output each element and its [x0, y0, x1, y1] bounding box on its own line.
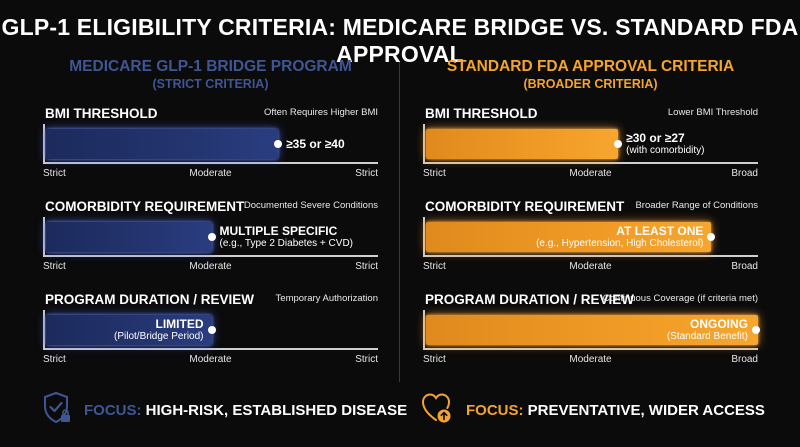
- chart-title: GLP-1 ELIGIBILITY CRITERIA: MEDICARE BRI…: [1, 14, 799, 67]
- scale-tick-labels: Strict Moderate Strict: [43, 261, 378, 275]
- scale-tick-labels: Strict Moderate Broad: [423, 261, 758, 275]
- criterion-plot-area: ≥30 or ≥27 (with comorbidity): [423, 124, 758, 164]
- medicare-duration-marker: [207, 326, 216, 334]
- fda-panel: STANDARD FDA APPROVAL CRITERIA (BROADER …: [423, 58, 760, 365]
- tick-label-strict: Strict: [423, 261, 446, 272]
- fda-comorbidity-marker: [707, 233, 716, 241]
- value-main-label: MULTIPLE SPECIFIC: [219, 224, 338, 238]
- medicare-focus: FOCUS: HIGH-RISK, ESTABLISHED DISEASE: [42, 391, 407, 430]
- criterion-plot-area: LIMITED (Pilot/Bridge Period): [43, 310, 378, 350]
- value-sub-label: (e.g., Type 2 Diabetes + CVD): [219, 238, 354, 249]
- fda-panel-heading: STANDARD FDA APPROVAL CRITERIA: [446, 58, 735, 75]
- tick-label-end: Broad: [731, 261, 758, 272]
- focus-text: FOCUS: HIGH-RISK, ESTABLISHED DISEASE: [84, 402, 407, 419]
- value-sub-label: (e.g., Hypertension, High Cholesterol): [536, 238, 704, 249]
- criterion-note: Temporary Authorization: [275, 293, 378, 304]
- focus-label: FOCUS:: [84, 401, 142, 419]
- medicare-duration-value: LIMITED (Pilot/Bridge Period): [114, 310, 203, 350]
- medicare-comorbidity-value: MULTIPLE SPECIFIC (e.g., Type 2 Diabetes…: [220, 217, 354, 257]
- tick-label-moderate: Moderate: [189, 261, 232, 272]
- tick-label-strict: Strict: [43, 354, 66, 365]
- medicare-panel: MEDICARE GLP-1 BRIDGE PROGRAM (STRICT CR…: [43, 58, 378, 365]
- fda-duration-bar: [426, 315, 758, 345]
- tick-label-moderate: Moderate: [569, 168, 612, 179]
- value-sub-label: (Pilot/Bridge Period): [114, 331, 204, 342]
- tick-label-strict: Strict: [423, 168, 446, 179]
- tick-label-end: Broad: [731, 354, 758, 365]
- tick-label-strict: Strict: [43, 261, 66, 272]
- scale-tick-labels: Strict Moderate Strict: [43, 168, 378, 182]
- medicare-panel-subheading: (STRICT CRITERIA): [152, 77, 269, 91]
- criterion-note: Continuous Coverage (if criteria met): [602, 293, 758, 304]
- tick-label-strict: Strict: [423, 354, 446, 365]
- fda-bmi-bar: [426, 129, 619, 159]
- value-main-label: ONGOING: [689, 317, 748, 331]
- scale-tick-labels: Strict Moderate Broad: [423, 168, 758, 182]
- criterion-label: COMORBIDITY REQUIREMENT: [45, 199, 245, 214]
- fda-bmi-value: ≥30 or ≥27 (with comorbidity): [626, 124, 704, 164]
- fda-comorbidity-value: AT LEAST ONE (e.g., Hypertension, High C…: [536, 217, 703, 257]
- tick-label-end: Strict: [355, 354, 378, 365]
- criterion-note: Lower BMI Threshold: [667, 107, 758, 118]
- medicare-panel-header: MEDICARE GLP-1 BRIDGE PROGRAM (STRICT CR…: [43, 58, 378, 92]
- tick-label-end: Broad: [731, 168, 758, 179]
- focus-value: PREVENTATIVE, WIDER ACCESS: [527, 401, 765, 419]
- criterion-label: COMORBIDITY REQUIREMENT: [425, 199, 625, 214]
- tick-label-moderate: Moderate: [569, 354, 612, 365]
- fda-comorbidity-bar: [426, 222, 712, 252]
- criterion-note: Broader Range of Conditions: [635, 200, 758, 211]
- medicare-bmi-marker: [274, 140, 283, 148]
- value-main-label: AT LEAST ONE: [616, 224, 704, 238]
- criterion-note: Often Requires Higher BMI: [263, 107, 378, 118]
- medicare-comorbidity-criterion: COMORBIDITY REQUIREMENT Documented Sever…: [43, 199, 378, 279]
- tick-label-moderate: Moderate: [189, 168, 232, 179]
- fda-bmi-criterion: BMI THRESHOLD Lower BMI Threshold ≥30 or…: [423, 106, 758, 186]
- value-main-label: LIMITED: [155, 317, 204, 331]
- medicare-duration-bar: [46, 315, 212, 345]
- medicare-bmi-criterion: BMI THRESHOLD Often Requires Higher BMI …: [43, 106, 378, 186]
- medicare-comorbidity-bar: [46, 222, 212, 252]
- value-sub-label: (Standard Benefit): [666, 331, 748, 342]
- criterion-label: PROGRAM DURATION / REVIEW: [425, 292, 634, 307]
- heart-arrow-up-icon: [420, 391, 454, 430]
- fda-duration-value: ONGOING (Standard Benefit): [667, 310, 748, 350]
- fda-panel-header: STANDARD FDA APPROVAL CRITERIA (BROADER …: [423, 58, 758, 92]
- focus-label: FOCUS:: [466, 401, 524, 419]
- fda-bmi-marker: [614, 140, 623, 148]
- tick-label-moderate: Moderate: [569, 261, 612, 272]
- scale-tick-labels: Strict Moderate Strict: [43, 354, 378, 368]
- criterion-label: PROGRAM DURATION / REVIEW: [45, 292, 254, 307]
- panel-divider: [399, 62, 400, 382]
- criterion-label: BMI THRESHOLD: [45, 106, 158, 121]
- criterion-note: Documented Severe Conditions: [243, 200, 378, 211]
- medicare-bmi-value: ≥35 or ≥40: [286, 124, 345, 164]
- fda-duration-criterion: PROGRAM DURATION / REVIEW Continuous Cov…: [423, 292, 760, 372]
- tick-label-end: Strict: [355, 261, 378, 272]
- criterion-plot-area: AT LEAST ONE (e.g., Hypertension, High C…: [423, 217, 758, 257]
- fda-duration-marker: [752, 326, 760, 334]
- tick-label-strict: Strict: [43, 168, 66, 179]
- medicare-duration-criterion: PROGRAM DURATION / REVIEW Temporary Auth…: [43, 292, 378, 372]
- value-main-label: ≥30 or ≥27: [626, 131, 685, 145]
- focus-value: HIGH-RISK, ESTABLISHED DISEASE: [145, 401, 408, 419]
- tick-label-end: Strict: [355, 168, 378, 179]
- fda-focus: FOCUS: PREVENTATIVE, WIDER ACCESS: [420, 392, 765, 428]
- medicare-bmi-bar: [46, 129, 279, 159]
- fda-panel-subheading: (BROADER CRITERIA): [523, 77, 658, 91]
- shield-check-lock-icon: [42, 391, 72, 430]
- tick-label-moderate: Moderate: [189, 354, 232, 365]
- criterion-label: BMI THRESHOLD: [425, 106, 538, 121]
- value-sub-label: (with comorbidity): [626, 145, 705, 156]
- criterion-plot-area: ONGOING (Standard Benefit): [423, 310, 760, 350]
- criterion-plot-area: MULTIPLE SPECIFIC (e.g., Type 2 Diabetes…: [43, 217, 378, 257]
- medicare-panel-heading: MEDICARE GLP-1 BRIDGE PROGRAM: [69, 58, 352, 75]
- focus-text: FOCUS: PREVENTATIVE, WIDER ACCESS: [466, 402, 765, 419]
- scale-tick-labels: Strict Moderate Broad: [423, 354, 758, 368]
- value-main-label: ≥35 or ≥40: [286, 137, 345, 151]
- criterion-plot-area: ≥35 or ≥40: [43, 124, 378, 164]
- fda-comorbidity-criterion: COMORBIDITY REQUIREMENT Broader Range of…: [423, 199, 758, 279]
- medicare-comorbidity-marker: [207, 233, 216, 241]
